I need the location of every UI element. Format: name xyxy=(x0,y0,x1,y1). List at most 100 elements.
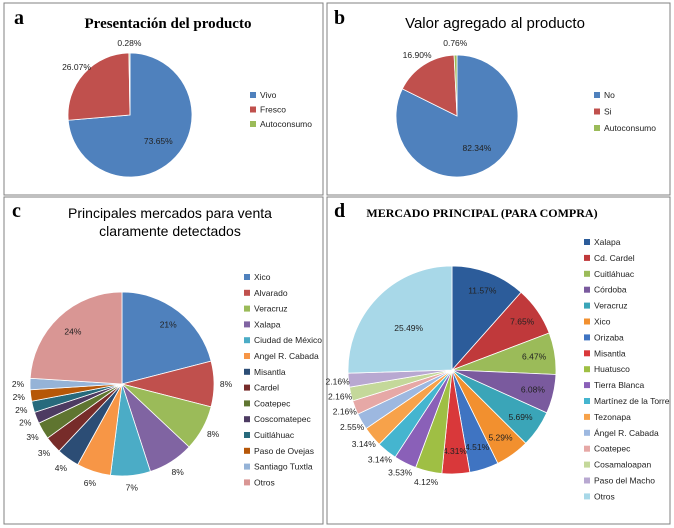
legend-d-swatch-12 xyxy=(584,413,590,420)
legend-c-swatch-9 xyxy=(244,400,250,407)
pie-d-data-label-12: 3.14% xyxy=(352,439,377,449)
legend-a-label-1: Vivo xyxy=(260,90,277,100)
legend-d-swatch-17 xyxy=(584,493,590,500)
pie-a-slice-2 xyxy=(67,52,131,121)
legend-d-label-1: Xalapa xyxy=(594,237,621,247)
legend-c-label-12: Paso de Ovejas xyxy=(254,446,314,456)
legend-d-swatch-15 xyxy=(584,461,590,468)
legend-c-swatch-10 xyxy=(244,416,250,423)
legend-c-label-10: Coscomatepec xyxy=(254,414,311,424)
pie-c-slice-1 xyxy=(121,291,212,385)
legend-c-label-3: Veracruz xyxy=(254,304,288,314)
legend-d-swatch-1 xyxy=(584,239,590,245)
legend-d-swatch-2 xyxy=(584,254,590,261)
pie-d-data-label-17: 25.49% xyxy=(394,323,423,333)
chart-c-title-line-2: claramente detectados xyxy=(99,223,241,239)
legend-c-swatch-12 xyxy=(244,447,250,454)
legend-c-label-1: Xico xyxy=(254,272,271,282)
legend-d-swatch-6 xyxy=(584,318,590,325)
panel-letter-c: c xyxy=(12,200,21,222)
legend-d-label-2: Cd. Cardel xyxy=(594,253,635,263)
legend-b-label-2: Si xyxy=(604,107,612,117)
legend-b-label-1: No xyxy=(604,90,615,100)
pie-c-slice-14 xyxy=(29,291,123,385)
legend-c-swatch-5 xyxy=(244,337,250,344)
legend-b-swatch-3 xyxy=(594,125,600,131)
pie-chart-c: 21% 8% 8% 8% 7% 6% 4% 3% 3% 2% 2% 2% 2% 24% Xico Alvara… xyxy=(12,272,322,493)
pie-d-data-label-3: 6.47% xyxy=(522,352,547,362)
legend-d-label-7: Orizaba xyxy=(594,332,624,342)
chart-d-title: MERCADO PRINCIPAL (PARA COMPRA) xyxy=(366,206,597,220)
pie-c-data-label-11: 2% xyxy=(15,405,28,415)
pie-c-data-label-10: 2% xyxy=(19,417,32,427)
legend-d-swatch-5 xyxy=(584,302,590,309)
legend-c-swatch-1 xyxy=(244,274,250,280)
pie-chart-d: 11.57% 7.65% 6.47% 6.08% 5.69% 5.29%4.51%4.31… xyxy=(326,237,670,501)
legend-d-label-3: Cuitláhuac xyxy=(594,269,635,279)
legend-d-swatch-9 xyxy=(584,366,590,373)
legend-c-swatch-7 xyxy=(244,368,250,375)
pie-c-data-label-3: 8% xyxy=(207,429,220,439)
legend-d-label-10: Tierra Blanca xyxy=(594,380,645,390)
pie-d-data-label-11: 3.14% xyxy=(368,455,393,465)
pie-d-data-label-13: 2.55% xyxy=(340,422,365,432)
legend-a-swatch-3 xyxy=(250,121,256,127)
legend-d-swatch-14 xyxy=(584,445,590,452)
legend-b-swatch-2 xyxy=(594,108,600,115)
pie-c-data-label-4: 8% xyxy=(172,467,185,477)
legend-d-label-14: Coatepec xyxy=(594,444,631,454)
panel-letter-a: a xyxy=(14,7,24,29)
legend-c-swatch-4 xyxy=(244,321,250,328)
legend-d-swatch-4 xyxy=(584,286,590,293)
legend-a-label-2: Fresco xyxy=(260,105,286,115)
pie-d-data-label-16: 2.16% xyxy=(326,376,351,386)
legend-d-label-13: Ángel R. Cabada xyxy=(594,428,659,438)
pie-d-data-label-6: 5.29% xyxy=(488,433,513,443)
pie-b-data-label-3: 0.76% xyxy=(443,38,468,48)
legend-d-swatch-16 xyxy=(584,477,590,484)
pie-c-data-label-9: 3% xyxy=(26,432,39,442)
pie-a-data-label-1: 73.65% xyxy=(144,136,173,146)
panel-letter-d: d xyxy=(334,200,345,222)
legend-d-label-6: Xico xyxy=(594,317,611,327)
pie-c-data-label-14: 24% xyxy=(64,327,81,337)
pie-d-data-label-1: 11.57% xyxy=(468,285,497,295)
pie-a-data-label-2: 26.07% xyxy=(62,62,91,72)
pie-d-data-label-15: 2.16% xyxy=(328,392,353,402)
legend-c-swatch-8 xyxy=(244,384,250,391)
pie-d-slice-1 xyxy=(451,265,522,372)
legend-a-swatch-1 xyxy=(250,92,256,98)
chart-b-title: Valor agregado al producto xyxy=(405,15,585,32)
pie-c-data-label-5: 7% xyxy=(126,483,139,493)
legend-d-swatch-3 xyxy=(584,270,590,277)
legend-d-swatch-13 xyxy=(584,429,590,436)
legend-c-label-11: Cuitláhuac xyxy=(254,430,295,440)
legend-c-swatch-3 xyxy=(244,305,250,312)
legend-c-label-9: Coatepec xyxy=(254,398,291,408)
legend-d-label-4: Córdoba xyxy=(594,285,627,295)
legend-c-label-13: Santiago Tuxtla xyxy=(254,462,313,472)
pie-c-data-label-6: 6% xyxy=(84,478,97,488)
pie-c-data-label-12: 2% xyxy=(13,392,26,402)
pie-b-data-label-2: 16.90% xyxy=(403,50,432,60)
legend-d-label-11: Martínez de la Torre xyxy=(594,396,670,406)
pie-d-data-label-5: 5.69% xyxy=(508,412,533,422)
legend-c-swatch-14 xyxy=(244,479,250,486)
legend-d-swatch-11 xyxy=(584,398,590,404)
pie-b-slice-2 xyxy=(401,54,458,117)
legend-c-label-2: Alvarado xyxy=(254,288,288,298)
pie-a-data-label-3: 0.28% xyxy=(117,38,142,48)
pie-c-data-label-1: 21% xyxy=(160,319,177,329)
pie-chart-b: 82.34% 16.90% 0.76% No Si Autoconsumo xyxy=(395,38,656,178)
legend-d-label-8: Misantla xyxy=(594,348,626,358)
chart-a-title: Presentación del producto xyxy=(85,16,252,32)
legend-d-label-9: Huatusco xyxy=(594,364,630,374)
legend-d-label-16: Paso del Macho xyxy=(594,476,655,486)
pie-d-data-label-7: 4.51% xyxy=(465,442,490,452)
legend-c-label-7: Misantla xyxy=(254,367,286,377)
pie-d-slice-17 xyxy=(347,265,453,374)
legend-b-label-3: Autoconsumo xyxy=(604,123,656,133)
legend-c-label-5: Ciudad de México xyxy=(254,335,322,345)
legend-a-swatch-2 xyxy=(250,106,256,113)
